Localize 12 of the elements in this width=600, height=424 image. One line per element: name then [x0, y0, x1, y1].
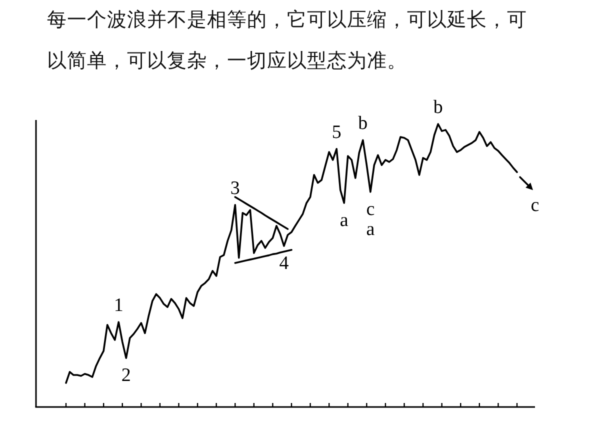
annotation: c [530, 195, 540, 216]
annotation: b [358, 113, 368, 134]
annotation: 2 [121, 365, 131, 386]
annotation: 4 [279, 252, 289, 274]
annotation: 1 [114, 295, 124, 316]
title: 每一个波浪并不是相等的，它可以压缩，可以延长，可以简单，可以复杂，一切应以型态为准。 [47, 8, 527, 74]
annotation: 5 [332, 122, 342, 143]
annotation: a [366, 218, 375, 240]
annotation: b [433, 97, 443, 118]
annotation: a [340, 210, 348, 231]
annotation: c [366, 198, 375, 220]
annotation: 3 [230, 178, 240, 199]
